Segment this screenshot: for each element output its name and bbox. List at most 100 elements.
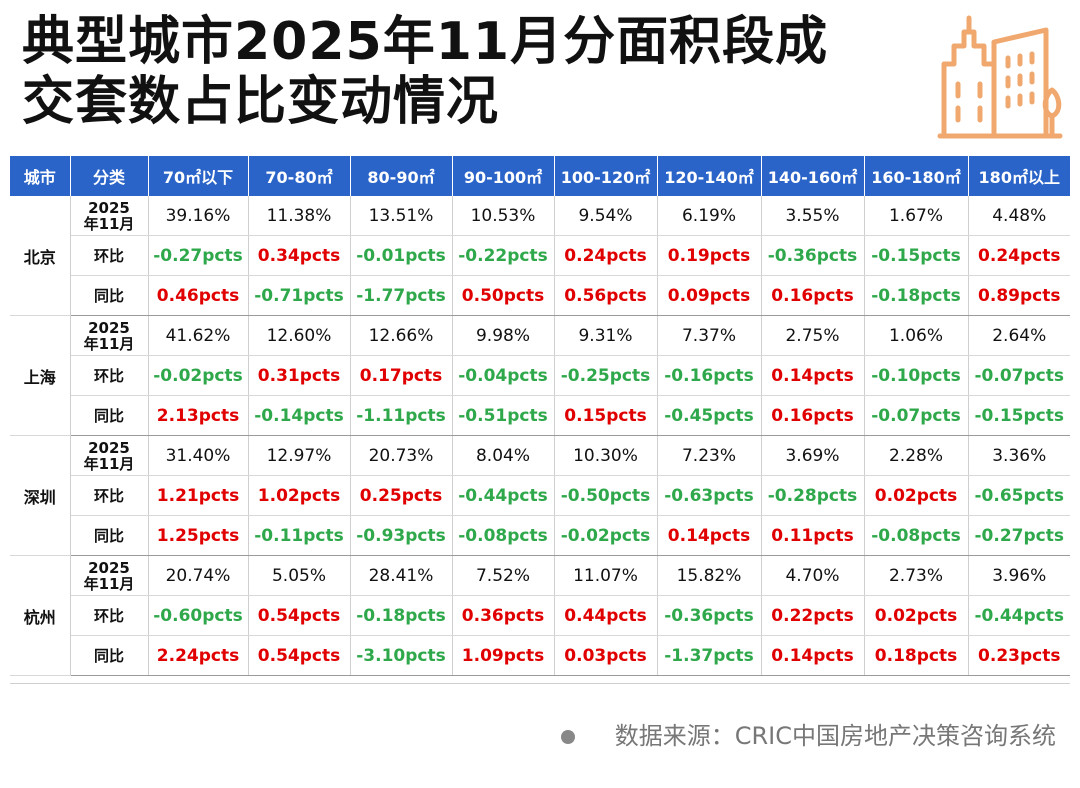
table-cell: -0.15pcts	[864, 235, 969, 276]
table-cell: 9.54%	[554, 196, 658, 236]
table-row: 北京 2025 年11月 39.16% 11.38% 13.51% 10.53% 9.54%…	[10, 196, 1070, 316]
table-cell: -0.25pcts	[554, 355, 658, 396]
table-cell: 6.19%	[657, 196, 762, 236]
table-cell: 1.67%	[864, 196, 969, 236]
table-cell: 0.16pcts	[761, 275, 865, 316]
table-cell: -0.63pcts	[657, 475, 762, 516]
column-header: 70-80㎡	[248, 156, 351, 196]
table-cell: 0.14pcts	[761, 635, 865, 676]
table-cell: 0.19pcts	[657, 235, 762, 276]
table-cell: -0.07pcts	[864, 395, 969, 436]
title-line-1: 典型城市2025年11月分面积段成	[22, 12, 829, 72]
table-cell: 0.14pcts	[761, 355, 865, 396]
table-cell: 28.41%	[350, 555, 453, 596]
table-cell: 1.06%	[864, 315, 969, 356]
table-cell: -0.50pcts	[554, 475, 658, 516]
table-cell: 0.54pcts	[248, 595, 351, 636]
table-cell: 0.15pcts	[554, 395, 658, 436]
table-cell: 10.53%	[452, 196, 555, 236]
category-label: 同比	[70, 395, 149, 436]
table-cell: 3.96%	[968, 555, 1070, 596]
table-cell: 0.34pcts	[248, 235, 351, 276]
table-cell: -0.22pcts	[452, 235, 555, 276]
table-cell: 1.02pcts	[248, 475, 351, 516]
table-cell: 11.38%	[248, 196, 351, 236]
table-row: 杭州 2025 年11月 20.74% 5.05% 28.41% 7.52% 11.07% 1…	[10, 555, 1070, 676]
table-cell: -0.27pcts	[148, 235, 249, 276]
category-label: 2025 年11月	[70, 315, 149, 356]
source-text: 数据来源：CRIC中国房地产决策咨询系统	[614, 722, 1056, 750]
table-cell: 3.36%	[968, 435, 1070, 476]
table-row: 同比 0.46pcts -0.71pcts -1.77pcts 0.50pcts 0.56…	[10, 275, 1070, 316]
table-row: 同比 2.24pcts 0.54pcts -3.10pcts 1.09pcts 0.03p…	[10, 635, 1070, 676]
table-cell: 39.16%	[148, 196, 249, 236]
table-cell: 13.51%	[350, 196, 453, 236]
table-cell: -0.18pcts	[350, 595, 453, 636]
table-cell: -0.27pcts	[968, 515, 1070, 556]
table-cell: 2.75%	[761, 315, 865, 356]
table-cell: -3.10pcts	[350, 635, 453, 676]
table-cell: -0.36pcts	[761, 235, 865, 276]
table-cell: -0.02pcts	[554, 515, 658, 556]
table-cell: 2.73%	[864, 555, 969, 596]
table-cell: 12.60%	[248, 315, 351, 356]
table-cell: -0.11pcts	[248, 515, 351, 556]
table-cell: 0.89pcts	[968, 275, 1070, 316]
table-cell: 1.25pcts	[148, 515, 249, 556]
table-cell: 0.36pcts	[452, 595, 555, 636]
city-name: 上海	[10, 315, 71, 436]
table-header-row: 城市 分类 70㎡以下 70-80㎡ 80-90㎡ 90-100㎡ 100-120㎡ 120-…	[10, 156, 1070, 196]
table-cell: -0.44pcts	[452, 475, 555, 516]
table-cell: -0.07pcts	[968, 355, 1070, 396]
table-cell: -0.28pcts	[761, 475, 865, 516]
table-cell: -0.60pcts	[148, 595, 249, 636]
table-cell: 0.31pcts	[248, 355, 351, 396]
bullet-dot-icon	[560, 730, 575, 744]
category-label: 2025 年11月	[70, 196, 149, 236]
column-header: 180㎡以上	[968, 156, 1070, 196]
table-cell: -0.02pcts	[148, 355, 249, 396]
page-title: 典型城市2025年11月分面积段成 交套数占比变动情况	[22, 12, 922, 132]
table-cell: 20.74%	[148, 555, 249, 596]
divider	[10, 683, 1070, 684]
table-cell: 2.28%	[864, 435, 969, 476]
table-cell: 4.70%	[761, 555, 865, 596]
column-header: 120-140㎡	[657, 156, 762, 196]
table-cell: -1.37pcts	[657, 635, 762, 676]
column-header: 80-90㎡	[350, 156, 453, 196]
category-label: 环比	[70, 235, 149, 276]
table-cell: 8.04%	[452, 435, 555, 476]
table-cell: -0.36pcts	[657, 595, 762, 636]
table-cell: 0.25pcts	[350, 475, 453, 516]
city-buildings-icon	[937, 15, 1063, 139]
table-cell: -0.04pcts	[452, 355, 555, 396]
table-cell: 31.40%	[148, 435, 249, 476]
table-cell: 12.97%	[248, 435, 351, 476]
column-header: 70㎡以下	[148, 156, 249, 196]
table-cell: 0.02pcts	[864, 595, 969, 636]
table-cell: 0.50pcts	[452, 275, 555, 316]
category-label: 环比	[70, 595, 149, 636]
city-name: 深圳	[10, 435, 71, 556]
table-cell: 3.69%	[761, 435, 865, 476]
table-cell: 0.18pcts	[864, 635, 969, 676]
column-header: 城市	[10, 156, 71, 196]
table-cell: -0.51pcts	[452, 395, 555, 436]
table-cell: 0.02pcts	[864, 475, 969, 516]
table-cell: -0.14pcts	[248, 395, 351, 436]
table-cell: 4.48%	[968, 196, 1070, 236]
table-cell: 0.54pcts	[248, 635, 351, 676]
category-label: 同比	[70, 635, 149, 676]
city-name: 北京	[10, 196, 71, 316]
table-cell: 0.56pcts	[554, 275, 658, 316]
category-label: 2025 年11月	[70, 555, 149, 596]
table-cell: 15.82%	[657, 555, 762, 596]
table-row: 同比 2.13pcts -0.14pcts -1.11pcts -0.51pcts 0.1…	[10, 395, 1070, 436]
table-cell: -1.11pcts	[350, 395, 453, 436]
area-segment-table: 城市 分类 70㎡以下 70-80㎡ 80-90㎡ 90-100㎡ 100-120㎡ 120-…	[10, 156, 1070, 676]
table-cell: 9.98%	[452, 315, 555, 356]
column-header: 160-180㎡	[864, 156, 969, 196]
table-cell: 0.23pcts	[968, 635, 1070, 676]
table-cell: -0.45pcts	[657, 395, 762, 436]
table-cell: -0.08pcts	[864, 515, 969, 556]
